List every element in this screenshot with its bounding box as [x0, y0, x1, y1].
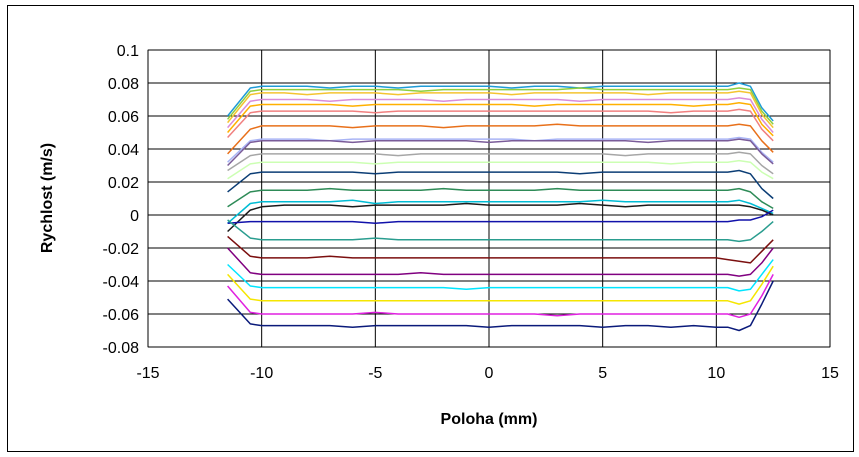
series-line-7 — [227, 123, 774, 155]
series-line-11 — [227, 159, 774, 180]
y-tick-label: 0.04 — [108, 142, 139, 159]
x-tick-label: 10 — [707, 365, 725, 382]
series-line-13 — [227, 187, 774, 210]
series-line-22 — [227, 274, 774, 319]
series-line-6 — [227, 108, 774, 142]
series-line-19 — [227, 247, 774, 277]
x-tick-label: -10 — [250, 365, 273, 382]
x-tick-label: 0 — [485, 365, 494, 382]
y-tick-label: -0.02 — [103, 241, 140, 258]
series-line-5 — [227, 102, 774, 137]
x-tick-label: -5 — [368, 365, 382, 382]
series-line-23 — [227, 280, 774, 332]
y-tick-label: 0.06 — [108, 109, 139, 126]
series-line-18 — [227, 235, 774, 264]
x-tick-labels: -15 -10 -5 0 5 10 15 — [136, 365, 839, 382]
x-axis-title: Poloha (mm) — [441, 411, 538, 428]
series-line-8 — [227, 136, 774, 163]
y-axis-title: Rychlost (m/s) — [39, 143, 56, 253]
series-line-21 — [227, 265, 774, 305]
series-line-20 — [227, 259, 774, 292]
series-line-10 — [227, 151, 774, 175]
y-tick-label: 0.08 — [108, 76, 139, 93]
y-tick-label: -0.06 — [103, 307, 140, 324]
series-line-3 — [227, 90, 774, 129]
x-tick-label: 5 — [598, 365, 607, 382]
series-line-17 — [227, 219, 774, 243]
y-tick-label: 0 — [130, 208, 139, 225]
y-tick-labels: 0.1 0.08 0.06 0.04 0.02 0 -0.02 -0.04 -0.06 -0.08 — [103, 43, 140, 357]
series-line-14 — [227, 199, 774, 224]
series-line-15 — [227, 202, 774, 233]
series-line-9 — [227, 138, 774, 167]
series-line-12 — [227, 169, 774, 200]
series-layer — [227, 82, 774, 332]
y-tick-label: -0.04 — [103, 274, 140, 291]
y-tick-label: -0.08 — [103, 340, 140, 357]
series-line-16 — [227, 209, 774, 225]
y-tick-label: 0.1 — [117, 43, 139, 60]
x-tick-label: 15 — [821, 365, 839, 382]
series-line-4 — [227, 97, 774, 133]
series-line-2 — [227, 87, 774, 125]
x-tick-label: -15 — [136, 365, 159, 382]
series-line-1 — [227, 82, 774, 122]
y-tick-label: 0.02 — [108, 175, 139, 192]
